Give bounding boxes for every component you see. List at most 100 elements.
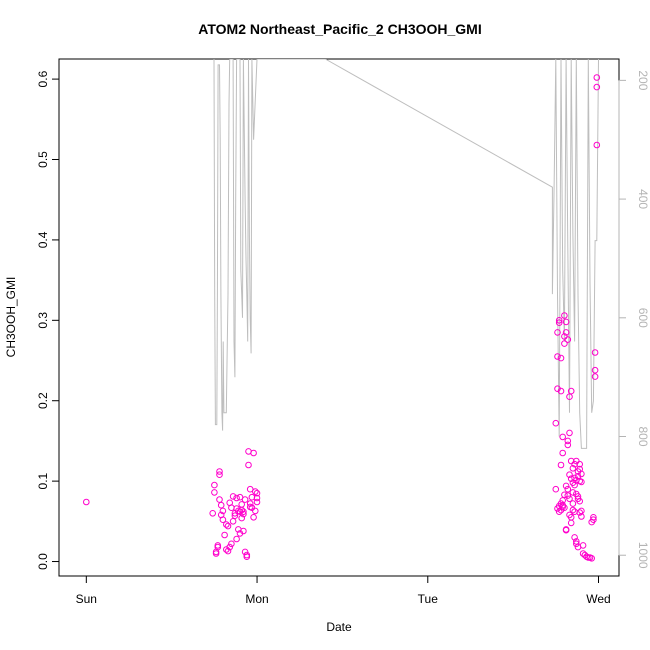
data-point (226, 543, 233, 551)
x-tick-label: Mon (245, 592, 268, 606)
data-point (214, 543, 222, 551)
data-point (216, 468, 223, 475)
data-point (562, 329, 570, 336)
data-point (574, 495, 582, 503)
data-point (561, 504, 568, 512)
right-tick-label: 600 (636, 308, 650, 328)
data-point (217, 501, 225, 509)
chart-title: ATOM2 Northeast_Pacific_2 CH3OOH_GMI (198, 21, 481, 37)
data-point (567, 387, 575, 395)
data-point (216, 471, 223, 479)
right-tick-label: 800 (636, 426, 650, 446)
data-point (566, 495, 573, 503)
data-point (226, 499, 233, 507)
data-point (238, 514, 245, 522)
data-point (241, 496, 249, 503)
plot-frame (58, 58, 620, 577)
data-point (243, 553, 251, 561)
data-point (229, 493, 237, 500)
data-point (564, 437, 572, 445)
pressure-line-layer (213, 59, 599, 449)
y-tick-label: 0.2 (36, 392, 50, 409)
data-point (573, 540, 580, 548)
data-point (588, 555, 596, 562)
data-point (211, 481, 218, 489)
data-point (219, 516, 227, 524)
data-point (573, 457, 580, 465)
data-point (578, 513, 585, 520)
data-point (576, 465, 584, 473)
data-point (231, 512, 239, 520)
data-point (552, 419, 560, 427)
data-point (238, 501, 245, 508)
y-tick-label: 0.3 (36, 312, 50, 329)
data-point (250, 449, 257, 457)
right-tick-label: 200 (636, 70, 650, 90)
data-point (590, 516, 597, 524)
y-tick-label: 0.0 (36, 553, 50, 570)
data-point (240, 527, 247, 535)
data-point (564, 336, 572, 343)
data-point (219, 507, 227, 515)
data-point (240, 510, 247, 518)
data-point (576, 509, 584, 516)
data-point (229, 518, 237, 525)
data-point (554, 353, 561, 360)
data-point (250, 514, 257, 521)
data-point (224, 522, 232, 530)
data-point (562, 526, 570, 534)
y-tick-label: 0.1 (36, 472, 50, 489)
data-point (557, 387, 565, 395)
data-point (562, 482, 570, 490)
data-point (569, 489, 577, 496)
data-point (564, 485, 572, 493)
data-point (593, 74, 601, 81)
x-tick-label: Wed (586, 592, 610, 606)
data-point (236, 493, 244, 501)
y-tick-label: 0.4 (36, 231, 50, 248)
data-point (569, 506, 577, 514)
data-point (245, 461, 252, 469)
x-axis-label: Date (326, 620, 352, 634)
data-point (233, 494, 240, 502)
data-point (555, 317, 563, 324)
data-point (253, 494, 261, 502)
data-point (557, 500, 565, 507)
data-point (561, 340, 568, 347)
data-point (566, 471, 573, 479)
data-point (567, 457, 575, 465)
data-point (246, 503, 254, 511)
data-point (557, 461, 565, 469)
data-point (252, 488, 259, 495)
data-point (567, 519, 575, 527)
data-point (246, 485, 254, 493)
data-point (240, 508, 247, 516)
y-tick-label: 0.5 (36, 151, 50, 168)
data-point (591, 366, 599, 374)
data-point (252, 507, 259, 515)
data-point (566, 429, 573, 437)
data-point (83, 498, 90, 506)
data-point (559, 449, 567, 457)
data-point (224, 547, 232, 555)
data-point (593, 141, 601, 149)
right-tick-label: 400 (636, 189, 650, 209)
data-point (253, 498, 261, 506)
data-point (590, 514, 597, 521)
data-point (564, 441, 572, 449)
y-axis-label: CH3OOH_GMI (4, 277, 18, 358)
data-point (211, 489, 218, 496)
data-point (209, 510, 216, 517)
data-point (561, 312, 568, 319)
data-point (216, 496, 223, 503)
data-point (561, 491, 568, 499)
axis-layer: Sun Mon Tue Wed 0.0 0.1 0.2 0.3 0.4 0.5 0.6 200 400 6… (36, 70, 650, 606)
data-point (578, 478, 585, 486)
pressure-line (213, 59, 599, 449)
data-point (555, 319, 563, 327)
y-tick-label: 0.6 (36, 70, 50, 87)
data-point (228, 540, 235, 548)
right-tick-label: 1000 (636, 542, 650, 569)
data-point (557, 354, 565, 362)
